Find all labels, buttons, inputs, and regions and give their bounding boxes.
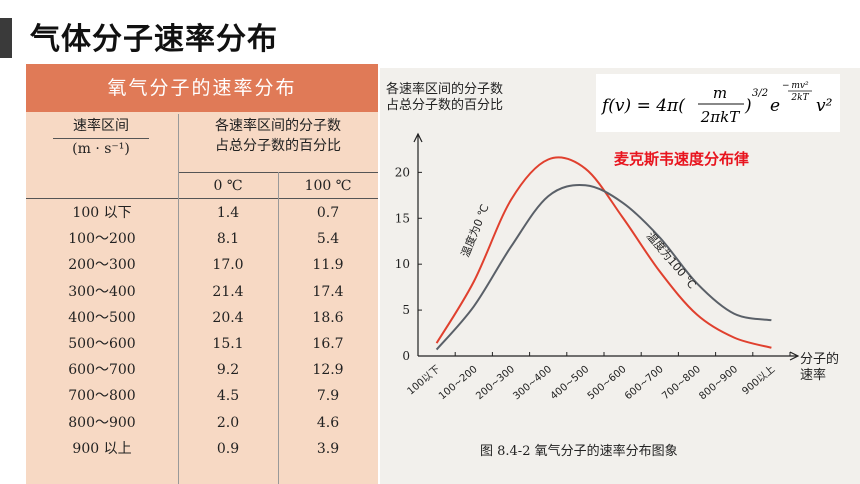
y-axis-label-line1: 各速率区间的分子数	[386, 82, 504, 97]
x-tick-label: 900以上	[740, 363, 778, 397]
y-tick-label: 5	[402, 303, 410, 317]
table-cell-100c: 16.7	[312, 335, 344, 352]
table-row: 100 以下 1.4 0.7	[26, 200, 378, 226]
table-cell-0c: 1.4	[216, 205, 240, 221]
column-header-percent: 各速率区间的分子数 占总分子数的百分比	[178, 116, 378, 156]
table-cell-100c: 12.9	[312, 362, 344, 379]
y-tick-label: 10	[395, 257, 410, 271]
formula-render: f(v) = 4π( m 2πkT ) 3/2 e − mv² 2kT v²	[600, 81, 833, 126]
table-row: 400～500 20.4 18.6	[26, 305, 378, 331]
column-header-0c: 0 ℃	[213, 178, 243, 194]
speed-distribution-chart: 各速率区间的分子数 占总分子数的百分比 0 5 10 15 20 100以下 100~200…	[380, 68, 860, 484]
table-cell-0c: 2.0	[216, 414, 240, 431]
table-cell-0c: 21.4	[212, 283, 244, 300]
table-cell-range: 100 以下	[72, 205, 132, 221]
table-cell-0c: 9.2	[216, 362, 240, 379]
x-axis-label-line2: 速率	[800, 368, 827, 383]
formula-exp-minus: −	[782, 81, 790, 91]
x-tick-label: 400~500	[549, 364, 592, 402]
x-axis-label-line1: 分子的	[800, 352, 840, 367]
table-cell-range: 300～400	[68, 283, 136, 300]
figure-caption: 图 8.4-2 氧气分子的速率分布图象	[480, 444, 678, 459]
table-row: 900 以上 0.9 3.9	[26, 436, 378, 462]
y-axis-arrow	[413, 132, 423, 143]
percent-header-line1: 各速率区间的分子数	[215, 118, 341, 134]
percent-header-line2: 占总分子数的百分比	[215, 138, 341, 154]
table-row: 700～800 4.5 7.9	[26, 383, 378, 409]
title-accent-bar	[0, 18, 12, 58]
table-row: 200～300 17.0 11.9	[26, 252, 378, 278]
formula-frac-num: m	[713, 84, 727, 102]
table-cell-100c: 18.6	[312, 309, 344, 326]
table-cell-100c: 7.9	[316, 388, 340, 405]
table-row: 300～400 21.4 17.4	[26, 279, 378, 305]
formula-exp-num: mv²	[791, 81, 809, 91]
table-cell-range: 700～800	[68, 388, 136, 405]
x-tick-label: 600~700	[623, 364, 666, 402]
x-axis-arrow	[789, 351, 800, 361]
table-cell-range: 800～900	[68, 414, 136, 431]
table-cell-100c: 17.4	[312, 283, 344, 300]
table-cell-range: 900 以上	[72, 440, 132, 457]
column-divider-2	[278, 172, 279, 484]
table-cell-0c: 20.4	[212, 309, 244, 326]
maxwell-law-label: 麦克斯韦速度分布律	[614, 150, 750, 168]
series-label-0c: 温度为0 ℃	[458, 202, 492, 259]
table-cell-100c: 0.7	[316, 205, 340, 221]
series-line-1	[435, 183, 772, 351]
table-cell-0c: 0.9	[216, 440, 240, 457]
table-cell-0c: 4.5	[216, 388, 240, 405]
series-line-0	[435, 156, 772, 349]
table-cell-0c: 17.0	[212, 257, 244, 274]
formula-lhs: f(v) = 4π(	[600, 96, 685, 116]
table-cell-100c: 3.9	[316, 440, 340, 457]
page-title: 气体分子速率分布	[30, 22, 278, 57]
y-tick-label: 15	[395, 211, 410, 225]
formula-e: e	[770, 96, 780, 116]
table-cell-100c: 5.4	[316, 231, 340, 248]
x-tick-label: 100以下	[406, 364, 443, 398]
y-axis-label: 各速率区间的分子数 占总分子数的百分比	[386, 82, 556, 114]
table-cell-range: 100～200	[68, 231, 136, 248]
formula-exp-32: 3/2	[752, 88, 768, 99]
table-row: 100～200 8.1 5.4	[26, 226, 378, 252]
table-body: 100 以下 1.4 0.7 100～200 8.1 5.4 200～300 17.0 11.9…	[26, 200, 378, 462]
header-rule	[26, 198, 378, 199]
table-cell-range: 200～300	[68, 257, 136, 274]
chart-canvas: 0 5 10 15 20 100以下100~200200~300300~400400~50…	[395, 132, 800, 402]
table-row: 500～600 15.1 16.7	[26, 331, 378, 357]
x-tick-label: 700~800	[660, 364, 703, 402]
column-header-100c: 100 ℃	[304, 178, 352, 194]
speed-distribution-table: 氧气分子的速率分布 速率区间 (m · s⁻¹) 各速率区间的分子数 占总分子数…	[26, 64, 378, 484]
table-cell-range: 600～700	[68, 362, 136, 379]
table-row: 600～700 9.2 12.9	[26, 357, 378, 383]
range-title: 速率区间	[73, 118, 129, 134]
table-cell-0c: 8.1	[216, 231, 240, 248]
column-divider-1	[178, 114, 179, 484]
formula-exp-den: 2kT	[790, 93, 809, 103]
table-caption: 氧气分子的速率分布	[26, 64, 378, 112]
y-axis-label-line2: 占总分子数的百分比	[386, 98, 504, 113]
formula-close-paren: )	[744, 96, 752, 116]
x-tick-label: 500~600	[586, 364, 629, 402]
table-cell-100c: 4.6	[316, 414, 340, 431]
x-tick-label: 800~900	[697, 364, 740, 402]
range-unit: (m · s⁻¹)	[53, 138, 149, 159]
x-tick-label: 300~400	[511, 364, 554, 402]
table-cell-range: 400～500	[68, 309, 136, 326]
x-tick-label: 200~300	[474, 364, 517, 402]
formula-tail: v²	[816, 96, 833, 116]
table-cell-100c: 11.9	[312, 257, 344, 274]
table-cell-0c: 15.1	[212, 335, 244, 352]
column-header-range: 速率区间 (m · s⁻¹)	[26, 116, 176, 159]
table-cell-range: 500～600	[68, 335, 136, 352]
y-tick-label: 0	[402, 349, 410, 363]
table-row: 800～900 2.0 4.6	[26, 410, 378, 436]
x-tick-label: 100~200	[437, 364, 480, 402]
y-tick-label: 20	[395, 165, 410, 179]
x-axis-label: 分子的 速率	[800, 352, 856, 384]
maxwell-formula: f(v) = 4π( m 2πkT ) 3/2 e − mv² 2kT v²	[596, 74, 840, 132]
formula-frac-den: 2πkT	[700, 108, 740, 126]
